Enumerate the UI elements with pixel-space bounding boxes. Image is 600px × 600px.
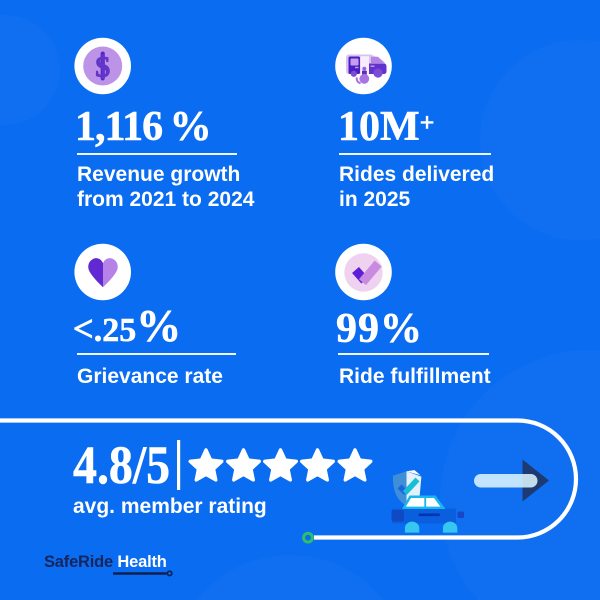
svg-text:$: $ — [95, 51, 110, 84]
